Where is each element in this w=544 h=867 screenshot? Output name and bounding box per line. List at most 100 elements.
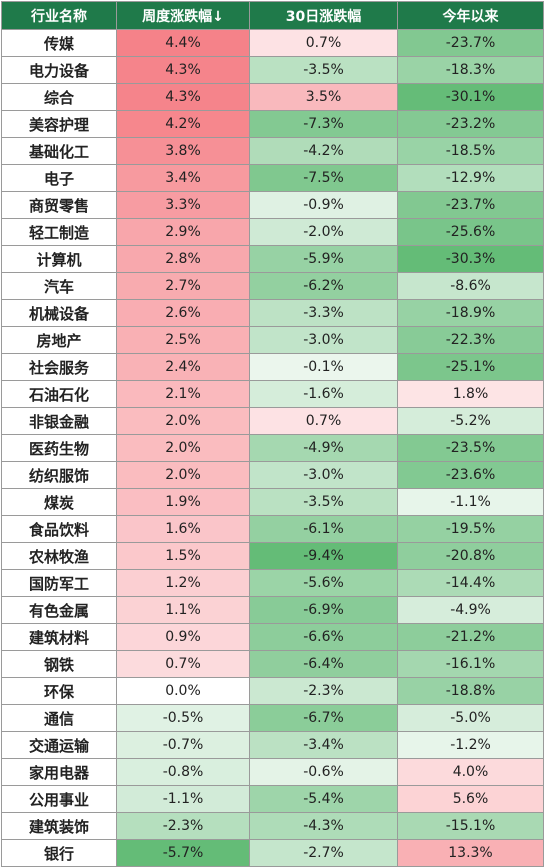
table-row: 综合 4.3% 3.5% -30.1% <box>1 83 544 111</box>
weekly-change-cell: 4.3% <box>116 83 250 111</box>
thirty-day-change-cell: -3.5% <box>249 488 398 516</box>
thirty-day-change-cell: -2.3% <box>249 677 398 705</box>
weekly-change-cell: -0.5% <box>116 704 250 732</box>
industry-name-cell: 美容护理 <box>1 110 117 138</box>
industry-name-cell: 建筑材料 <box>1 623 117 651</box>
ytd-change-cell: -18.9% <box>397 299 544 327</box>
table-row: 纺织服饰 2.0% -3.0% -23.6% <box>1 461 544 489</box>
table-row: 机械设备 2.6% -3.3% -18.9% <box>1 299 544 327</box>
thirty-day-change-cell: -6.7% <box>249 704 398 732</box>
industry-name-cell: 房地产 <box>1 326 117 354</box>
ytd-change-cell: -20.8% <box>397 542 544 570</box>
weekly-change-cell: -2.3% <box>116 812 250 840</box>
thirty-day-change-cell: -9.4% <box>249 542 398 570</box>
industry-name-cell: 计算机 <box>1 245 117 273</box>
table-row: 美容护理 4.2% -7.3% -23.2% <box>1 110 544 138</box>
table-row: 交通运输 -0.7% -3.4% -1.2% <box>1 731 544 759</box>
industry-name-cell: 公用事业 <box>1 785 117 813</box>
industry-name-cell: 国防军工 <box>1 569 117 597</box>
weekly-change-cell: 2.1% <box>116 380 250 408</box>
table-row: 传媒 4.4% 0.7% -23.7% <box>1 29 544 57</box>
header-30-day-change[interactable]: 30日涨跌幅 <box>249 1 398 30</box>
table-row: 农林牧渔 1.5% -9.4% -20.8% <box>1 542 544 570</box>
weekly-change-cell: 2.8% <box>116 245 250 273</box>
ytd-change-cell: -14.4% <box>397 569 544 597</box>
table-row: 建筑装饰 -2.3% -4.3% -15.1% <box>1 812 544 840</box>
weekly-change-cell: 4.4% <box>116 29 250 57</box>
industry-name-cell: 建筑装饰 <box>1 812 117 840</box>
industry-name-cell: 纺织服饰 <box>1 461 117 489</box>
industry-name-cell: 基础化工 <box>1 137 117 165</box>
industry-name-cell: 钢铁 <box>1 650 117 678</box>
ytd-change-cell: -16.1% <box>397 650 544 678</box>
ytd-change-cell: -30.1% <box>397 83 544 111</box>
ytd-change-cell: -25.1% <box>397 353 544 381</box>
weekly-change-cell: -0.7% <box>116 731 250 759</box>
thirty-day-change-cell: 0.7% <box>249 29 398 57</box>
table-row: 电力设备 4.3% -3.5% -18.3% <box>1 56 544 84</box>
table-row: 社会服务 2.4% -0.1% -25.1% <box>1 353 544 381</box>
table-row: 通信 -0.5% -6.7% -5.0% <box>1 704 544 732</box>
ytd-change-cell: -23.2% <box>397 110 544 138</box>
table-row: 轻工制造 2.9% -2.0% -25.6% <box>1 218 544 246</box>
table-row: 煤炭 1.9% -3.5% -1.1% <box>1 488 544 516</box>
ytd-change-cell: -23.7% <box>397 191 544 219</box>
thirty-day-change-cell: -2.7% <box>249 839 398 867</box>
ytd-change-cell: -19.5% <box>397 515 544 543</box>
table-row: 国防军工 1.2% -5.6% -14.4% <box>1 569 544 597</box>
thirty-day-change-cell: -6.2% <box>249 272 398 300</box>
industry-name-cell: 轻工制造 <box>1 218 117 246</box>
thirty-day-change-cell: -6.1% <box>249 515 398 543</box>
ytd-change-cell: -18.8% <box>397 677 544 705</box>
table-row: 公用事业 -1.1% -5.4% 5.6% <box>1 785 544 813</box>
weekly-change-cell: 2.0% <box>116 407 250 435</box>
weekly-change-cell: 0.0% <box>116 677 250 705</box>
thirty-day-change-cell: 3.5% <box>249 83 398 111</box>
table-row: 环保 0.0% -2.3% -18.8% <box>1 677 544 705</box>
ytd-change-cell: 4.0% <box>397 758 544 786</box>
industry-name-cell: 传媒 <box>1 29 117 57</box>
weekly-change-cell: 3.4% <box>116 164 250 192</box>
industry-name-cell: 电子 <box>1 164 117 192</box>
industry-name-cell: 电力设备 <box>1 56 117 84</box>
ytd-change-cell: -18.5% <box>397 137 544 165</box>
ytd-change-cell: -5.0% <box>397 704 544 732</box>
ytd-change-cell: -25.6% <box>397 218 544 246</box>
table-row: 计算机 2.8% -5.9% -30.3% <box>1 245 544 273</box>
thirty-day-change-cell: -2.0% <box>249 218 398 246</box>
ytd-change-cell: -15.1% <box>397 812 544 840</box>
header-ytd-change[interactable]: 今年以来 <box>397 1 544 30</box>
industry-name-cell: 石油石化 <box>1 380 117 408</box>
thirty-day-change-cell: -3.3% <box>249 299 398 327</box>
industry-name-cell: 交通运输 <box>1 731 117 759</box>
industry-name-cell: 非银金融 <box>1 407 117 435</box>
weekly-change-cell: 3.8% <box>116 137 250 165</box>
header-row: 行业名称 周度涨跌幅↓ 30日涨跌幅 今年以来 <box>1 1 544 30</box>
weekly-change-cell: 2.6% <box>116 299 250 327</box>
industry-name-cell: 通信 <box>1 704 117 732</box>
header-industry-name[interactable]: 行业名称 <box>1 1 117 30</box>
weekly-change-cell: 4.2% <box>116 110 250 138</box>
industry-name-cell: 商贸零售 <box>1 191 117 219</box>
header-weekly-change[interactable]: 周度涨跌幅↓ <box>116 1 250 30</box>
industry-name-cell: 银行 <box>1 839 117 867</box>
table-row: 石油石化 2.1% -1.6% 1.8% <box>1 380 544 408</box>
thirty-day-change-cell: -1.6% <box>249 380 398 408</box>
industry-name-cell: 汽车 <box>1 272 117 300</box>
thirty-day-change-cell: -0.6% <box>249 758 398 786</box>
thirty-day-change-cell: -0.9% <box>249 191 398 219</box>
thirty-day-change-cell: -7.5% <box>249 164 398 192</box>
weekly-change-cell: 2.5% <box>116 326 250 354</box>
thirty-day-change-cell: -7.3% <box>249 110 398 138</box>
ytd-change-cell: -30.3% <box>397 245 544 273</box>
thirty-day-change-cell: -6.6% <box>249 623 398 651</box>
thirty-day-change-cell: -5.9% <box>249 245 398 273</box>
weekly-change-cell: 2.0% <box>116 461 250 489</box>
weekly-change-cell: 2.0% <box>116 434 250 462</box>
table-row: 非银金融 2.0% 0.7% -5.2% <box>1 407 544 435</box>
table-row: 医药生物 2.0% -4.9% -23.5% <box>1 434 544 462</box>
table-row: 有色金属 1.1% -6.9% -4.9% <box>1 596 544 624</box>
thirty-day-change-cell: -3.0% <box>249 326 398 354</box>
weekly-change-cell: -0.8% <box>116 758 250 786</box>
